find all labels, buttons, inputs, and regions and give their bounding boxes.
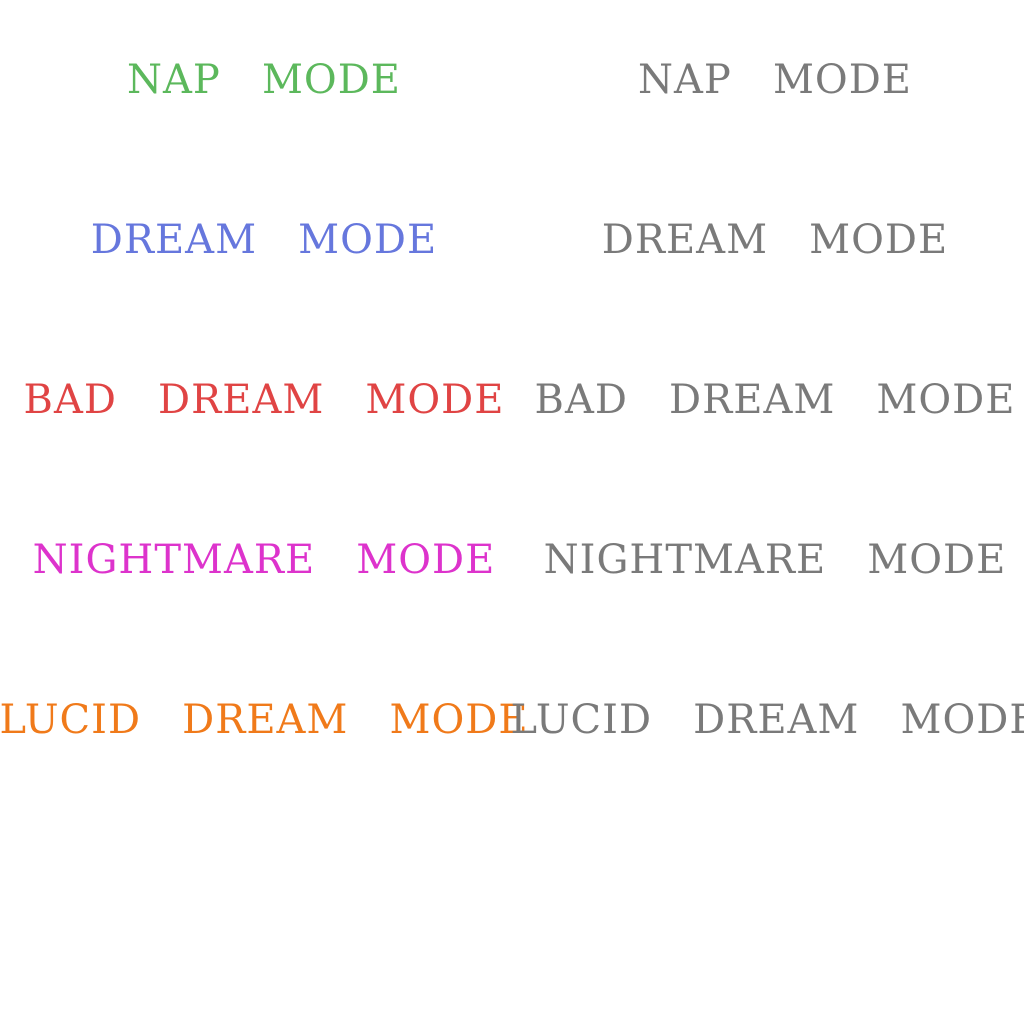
- nightmare-mode-label-gray: NIGHTMARE MODE: [543, 537, 1007, 583]
- bad-dream-mode-label-colored: BAD DREAM MODE: [23, 377, 505, 423]
- bad-dream-mode-label-gray: BAD DREAM MODE: [534, 377, 1016, 423]
- lucid-dream-mode-label-colored: LUCID DREAM MODE: [0, 697, 529, 743]
- dream-mode-label-colored: DREAM MODE: [90, 217, 438, 263]
- nightmare-mode-label-colored: NIGHTMARE MODE: [32, 537, 496, 583]
- nap-mode-label-colored: NAP MODE: [127, 57, 401, 103]
- nap-mode-label-gray: NAP MODE: [638, 57, 912, 103]
- dream-mode-label-gray: DREAM MODE: [601, 217, 949, 263]
- lucid-dream-mode-label-gray: LUCID DREAM MODE: [510, 697, 1024, 743]
